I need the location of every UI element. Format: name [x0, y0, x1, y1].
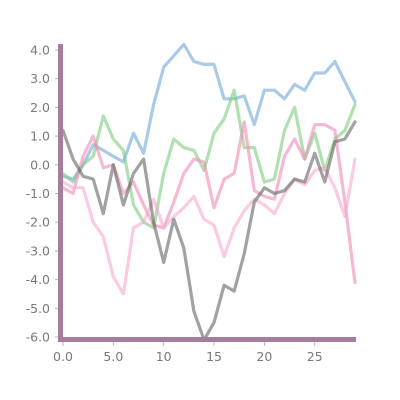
- y-tick-label: 1.0: [30, 129, 50, 144]
- tick-marks: [55, 49, 316, 346]
- series-lines: [61, 42, 357, 342]
- x-tick-label: 20: [256, 349, 272, 364]
- y-tick-label: -4.0: [26, 272, 50, 287]
- x-tick-label: 5.0: [103, 349, 123, 364]
- y-tick-label: -2.0: [26, 215, 50, 230]
- x-tick-label: 10: [156, 349, 172, 364]
- series-line-5: [61, 120, 357, 342]
- y-tick-label: -1.0: [26, 186, 50, 201]
- x-tick-label: 15: [206, 349, 222, 364]
- y-tick-label: -6.0: [26, 330, 50, 345]
- y-tick-label: 0.0: [30, 157, 50, 172]
- y-tick-label: -5.0: [26, 301, 50, 316]
- y-axis-line: [58, 44, 63, 340]
- x-tick-label: 25: [307, 349, 323, 364]
- x-axis-line: [58, 337, 356, 342]
- y-tick-label: 4.0: [30, 43, 50, 58]
- x-tick-label: 0.0: [53, 349, 73, 364]
- y-tick-label: 2.0: [30, 100, 50, 115]
- y-tick-label: -3.0: [26, 243, 50, 258]
- tick-labels: 4.03.02.01.00.0-1.0-2.0-3.0-4.0-5.0-6.00…: [26, 43, 323, 365]
- series-line-4: [61, 157, 357, 296]
- y-tick-label: 3.0: [30, 71, 50, 86]
- series-line-1: [61, 42, 357, 181]
- axes: [58, 44, 356, 342]
